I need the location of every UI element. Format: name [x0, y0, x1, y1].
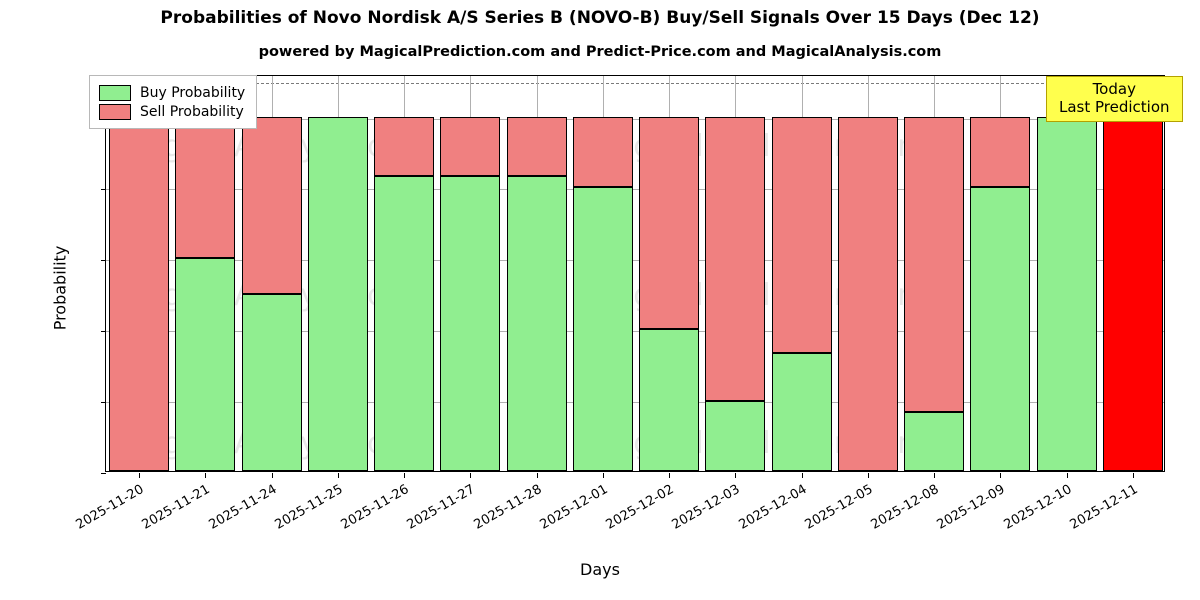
x-axis-tick-mark: [404, 473, 406, 478]
bar-segment-sell[interactable]: [705, 116, 766, 401]
today-annotation-line1: Today: [1092, 80, 1136, 98]
y-axis-label: Probability: [50, 245, 70, 331]
chart-legend: Buy Probability Sell Probability: [89, 75, 258, 129]
bar-group[interactable]: [572, 74, 633, 471]
bar-segment-buy[interactable]: [639, 329, 700, 471]
bar-segment-buy[interactable]: [970, 187, 1031, 471]
x-axis-tick-mark: [1000, 473, 1002, 478]
bar-group[interactable]: [109, 74, 170, 471]
bar-group[interactable]: [374, 74, 435, 471]
bar-segment-sell[interactable]: [572, 116, 633, 188]
x-axis-tick-mark: [1066, 473, 1068, 478]
chart-subtitle: powered by MagicalPrediction.com and Pre…: [258, 44, 942, 60]
bar-segment-sell[interactable]: [440, 116, 501, 176]
y-axis-tick-mark: [101, 402, 106, 404]
bar-segment-buy[interactable]: [241, 293, 302, 471]
x-axis-tick-mark: [271, 473, 273, 478]
bar-segment-sell[interactable]: [837, 116, 898, 471]
bar-segment-sell[interactable]: [771, 116, 832, 353]
bar-segment-buy[interactable]: [572, 187, 633, 471]
bar-segment-buy[interactable]: [771, 352, 832, 471]
bar-group[interactable]: [771, 74, 832, 471]
gridline-y: [106, 260, 1164, 262]
legend-item[interactable]: Buy Probability: [99, 83, 245, 102]
legend-label: Sell Probability: [140, 103, 244, 120]
bar-segment-sell[interactable]: [639, 116, 700, 330]
bar-segment-buy[interactable]: [904, 411, 965, 471]
bar-segment-buy[interactable]: [1036, 116, 1097, 471]
today-annotation-line2: Last Prediction: [1059, 97, 1170, 116]
bar-group[interactable]: [175, 74, 236, 471]
bar-group[interactable]: [241, 74, 302, 471]
chart-title: Probabilities of Novo Nordisk A/S Series…: [160, 8, 1040, 28]
bar-group[interactable]: [639, 74, 700, 471]
y-axis-tick-mark: [101, 260, 106, 262]
bar-group[interactable]: [506, 74, 567, 471]
gridline-y: [106, 331, 1164, 333]
bar-segment-buy[interactable]: [374, 175, 435, 471]
bar-group[interactable]: [1102, 74, 1163, 471]
bar-group[interactable]: [705, 74, 766, 471]
bar-segment-buy[interactable]: [705, 400, 766, 471]
x-axis-tick-mark: [536, 473, 538, 478]
bar-segment-buy[interactable]: [506, 175, 567, 471]
gridline-y: [106, 189, 1164, 191]
x-axis-tick-mark: [867, 473, 869, 478]
bar-group[interactable]: [440, 74, 501, 471]
legend-item[interactable]: Sell Probability: [99, 102, 245, 121]
y-axis-tick-mark: [101, 331, 106, 333]
legend-swatch-buy: [99, 84, 131, 101]
x-axis-label: Days: [580, 560, 620, 579]
legend-label: Buy Probability: [140, 84, 246, 101]
gridline-y: [106, 402, 1164, 404]
x-axis-tick-mark: [735, 473, 737, 478]
legend-swatch-sell: [99, 103, 131, 120]
x-axis-tick-mark: [139, 473, 141, 478]
bar-group[interactable]: [1036, 74, 1097, 471]
bar-segment-today[interactable]: [1102, 116, 1163, 471]
today-annotation: Today Last Prediction: [1046, 76, 1183, 123]
x-axis-tick-mark: [602, 473, 604, 478]
bar-segment-buy[interactable]: [440, 175, 501, 471]
x-axis-tick-mark: [1132, 473, 1134, 478]
bar-segment-buy[interactable]: [175, 258, 236, 471]
bar-group[interactable]: [970, 74, 1031, 471]
x-axis-tick-mark: [801, 473, 803, 478]
gridline-y: [106, 118, 1164, 120]
x-axis-tick-mark: [205, 473, 207, 478]
x-axis-tick-mark: [470, 473, 472, 478]
bar-group[interactable]: [307, 74, 368, 471]
y-axis-tick-mark: [101, 189, 106, 191]
bar-segment-sell[interactable]: [241, 116, 302, 294]
bar-segment-buy[interactable]: [307, 116, 368, 471]
bar-segment-sell[interactable]: [374, 116, 435, 176]
x-axis-tick-mark: [337, 473, 339, 478]
bar-segment-sell[interactable]: [175, 116, 236, 259]
plot-area: MagicalAnalysis.comMagicalPrediction.com…: [51, 74, 1165, 533]
x-axis-tick-mark: [934, 473, 936, 478]
x-axis-tick-mark: [669, 473, 671, 478]
bar-segment-sell[interactable]: [109, 116, 170, 471]
y-axis-tick-mark: [101, 473, 106, 474]
bar-group[interactable]: [837, 74, 898, 471]
bar-segment-sell[interactable]: [970, 116, 1031, 188]
bar-group[interactable]: [904, 74, 965, 471]
bar-segment-sell[interactable]: [904, 116, 965, 412]
reference-line: [106, 83, 1164, 85]
bar-segment-sell[interactable]: [506, 116, 567, 176]
